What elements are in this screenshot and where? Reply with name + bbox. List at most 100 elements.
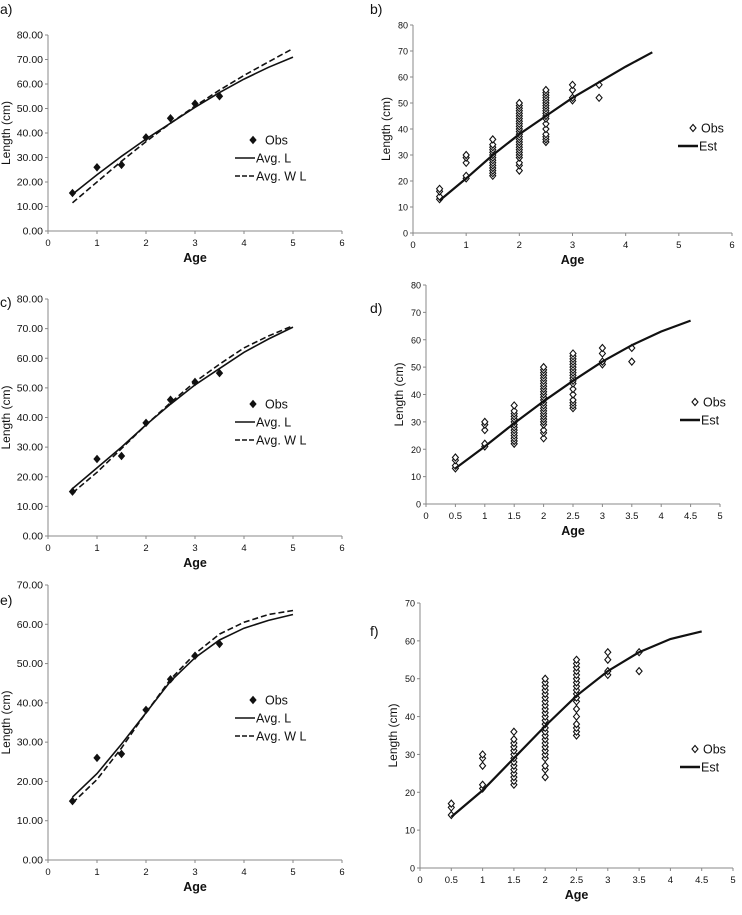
obs-point [510,734,518,744]
y-tick-label: 30 [411,417,421,427]
obs-point [541,674,549,684]
obs-point [541,772,549,782]
obs-point [539,362,548,372]
legend-series-label: Avg. W L [256,730,307,744]
x-tick-label: 5 [290,867,295,878]
x-tick-label: 1 [94,543,99,554]
y-tick-label: 0 [410,864,415,874]
series-line-avg-l [71,613,294,798]
legend-series-label: Est [701,414,720,428]
y-tick-label: 40.00 [17,128,43,140]
legend-series-label: Avg. L [256,152,291,166]
obs-point [447,799,456,808]
y-tick-label: 60 [398,73,408,83]
chart-panel-b: b) 0 10 20 30 40 50 60 70 80 0 1 2 3 4 5 6 Age Length (cm)… [370,1,735,267]
x-tick-label: 1 [480,875,485,886]
y-tick-label: 80.00 [17,30,43,42]
x-tick-label: 4 [241,867,246,878]
obs-point [117,749,126,759]
obs-point [142,133,150,142]
y-tick-label: 10 [398,203,408,213]
x-tick-label: 3.5 [632,875,645,886]
x-tick-label: 2.5 [566,511,579,522]
y-axis-label: Length (cm) [0,101,13,165]
x-tick-label: 0 [45,238,50,249]
x-tick-label: 4.5 [695,875,708,886]
x-tick-label: 1.5 [507,875,520,886]
y-tick-label: 30.00 [17,737,43,749]
x-tick-label: 4.5 [684,511,697,522]
x-tick-label: 0 [45,543,50,554]
y-tick-label: 10 [405,826,415,836]
x-tick-label: 3 [192,543,197,554]
y-tick-label: 10.00 [17,501,43,513]
chart-panel-f: f) 0 10 20 30 40 50 60 70 0 0.5 1 1.5 2 2.5 3 3.5 4 4.5 5 Ag… [370,599,736,903]
y-tick-label: 40 [405,712,415,722]
x-axis-label: Age [183,251,207,265]
y-tick-label: 70.00 [17,580,43,592]
y-tick-label: 10.00 [17,815,43,827]
obs-point [68,796,77,806]
x-tick-label: 3 [192,867,197,878]
chart-panel-a: a) 0.00 10.00 20.00 30.00 40.00 50.00 60.00 70.0… [0,1,345,265]
x-tick-label: 4 [241,238,246,249]
obs-point [539,433,548,443]
y-tick-label: 0.00 [23,855,44,867]
x-tick-label: 1 [94,867,99,878]
y-tick-label: 50 [405,674,415,684]
x-tick-label: 3 [570,240,575,251]
y-tick-label: 20.00 [17,471,43,483]
chart-panel-e: e) 0.00 10.00 20.00 30.00 40.00 50.00 60.00 70.0… [0,580,345,895]
legend-obs-label: Obs [703,396,726,410]
obs-point [542,129,550,139]
obs-point [481,417,489,427]
obs-point [515,166,524,175]
legend-obs-label: Obs [703,743,726,757]
obs-point [117,160,126,170]
x-tick-label: 0 [45,867,50,878]
x-axis-label: Age [183,880,207,894]
panel-label: c) [0,294,12,310]
legend-obs-marker [249,399,257,409]
obs-point [435,184,444,194]
obs-point [481,425,489,435]
y-tick-label: 80.00 [17,294,43,306]
y-tick-label: 60.00 [17,619,43,631]
series-line-est [450,630,702,818]
y-tick-label: 70 [405,599,415,609]
x-tick-label: 3 [192,238,197,249]
legend-series-label: Est [701,761,720,775]
obs-point [478,761,487,771]
y-axis-label: Length (cm) [392,362,406,426]
obs-point [541,761,549,771]
y-tick-label: 0 [403,229,408,239]
obs-point [598,349,607,358]
obs-point [215,639,224,649]
y-tick-label: 80 [398,21,408,31]
panel-label: b) [370,1,382,17]
y-tick-label: 30.00 [17,442,43,454]
y-tick-label: 50 [411,363,421,373]
y-axis-label: Length (cm) [386,703,400,767]
y-tick-label: 40 [411,390,421,400]
legend-series-label: Avg. L [256,712,291,726]
panel-label: f) [370,623,379,639]
series-line-avg-w-l [71,609,294,804]
obs-point [635,666,643,676]
obs-point [604,647,612,657]
x-tick-label: 3 [600,511,605,522]
y-tick-label: 70.00 [17,54,43,66]
y-tick-label: 60.00 [17,79,43,91]
y-tick-label: 20 [405,788,415,798]
x-axis-label: Age [561,524,585,538]
obs-point [117,451,126,461]
obs-point [569,395,577,405]
y-tick-label: 80 [411,281,421,291]
obs-point [569,384,577,394]
x-axis-label: Age [561,253,585,267]
obs-point [539,425,548,435]
x-tick-label: 2 [143,543,148,554]
x-tick-label: 2 [541,511,546,522]
